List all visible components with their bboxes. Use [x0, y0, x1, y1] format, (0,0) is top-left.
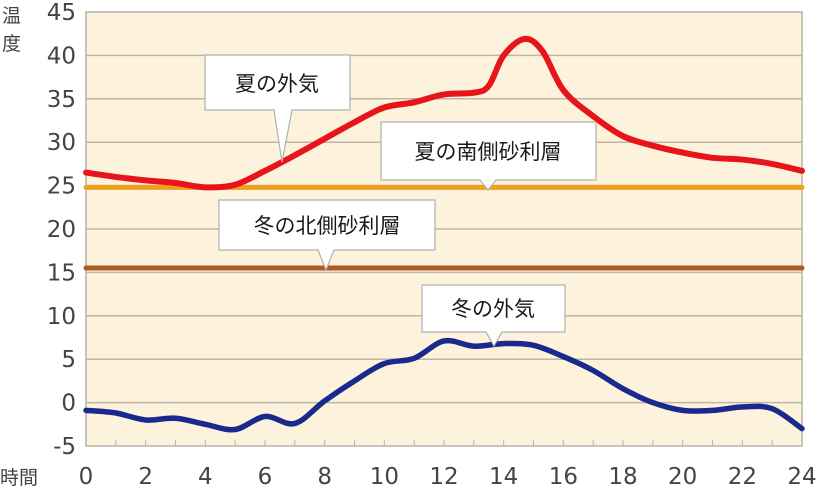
series-line-summer-outside	[83, 35, 805, 191]
x-tick-label: 14	[489, 464, 518, 490]
y-axis-tick-labels: -5 0 5 10 15 20 25 30 35 40 45	[47, 0, 76, 460]
x-tick-label: 8	[317, 464, 332, 490]
callout-summer-south-gravel-label: 夏の南側砂利層	[415, 140, 562, 164]
y-tick-label: 35	[47, 87, 76, 113]
y-tick-label: 0	[61, 391, 76, 417]
callout-winter-north-gravel-label: 冬の北側砂利層	[254, 214, 401, 238]
callout-winter-outside-label: 冬の外気	[451, 297, 535, 321]
y-tick-label: 20	[47, 217, 76, 243]
x-tick-label: 24	[787, 464, 816, 490]
series-line-winter-outside	[83, 337, 805, 433]
callout-summer-outside: 夏の外気	[204, 54, 351, 163]
x-tick-label: 20	[668, 464, 697, 490]
y-tick-label: 45	[47, 0, 76, 26]
callout-summer-outside-label: 夏の外気	[235, 72, 319, 96]
x-axis-title: 時間	[0, 467, 38, 489]
x-tick-label: 10	[370, 464, 399, 490]
x-axis-minor-ticks	[115, 440, 773, 446]
x-tick-label: 4	[198, 464, 213, 490]
series-lines	[83, 35, 805, 433]
x-tick-label: 22	[728, 464, 757, 490]
x-tick-label: 0	[79, 464, 94, 490]
callout-summer-south-gravel: 夏の南側砂利層	[380, 121, 597, 191]
y-tick-label: 40	[47, 43, 76, 69]
y-tick-label: 10	[47, 304, 76, 330]
x-tick-label: 18	[608, 464, 637, 490]
y-tick-label: 25	[47, 174, 76, 200]
x-tick-label: 6	[258, 464, 273, 490]
y-tick-label: 5	[61, 347, 76, 373]
x-tick-label: 12	[429, 464, 458, 490]
x-tick-label: 2	[138, 464, 153, 490]
y-tick-label: -5	[53, 434, 76, 460]
x-axis-tick-labels: 0 2 4 6 8 10 12 14 16 18 20 22 24	[79, 464, 817, 490]
y-tick-label: 30	[47, 130, 76, 156]
y-tick-label: 15	[47, 260, 76, 286]
y-axis-title-char-1: 温	[2, 5, 21, 27]
callout-winter-north-gravel: 冬の北側砂利層	[218, 199, 436, 272]
x-tick-label: 16	[549, 464, 578, 490]
y-axis-title-char-2: 度	[2, 33, 21, 55]
callout-winter-outside: 冬の外気	[421, 284, 566, 348]
